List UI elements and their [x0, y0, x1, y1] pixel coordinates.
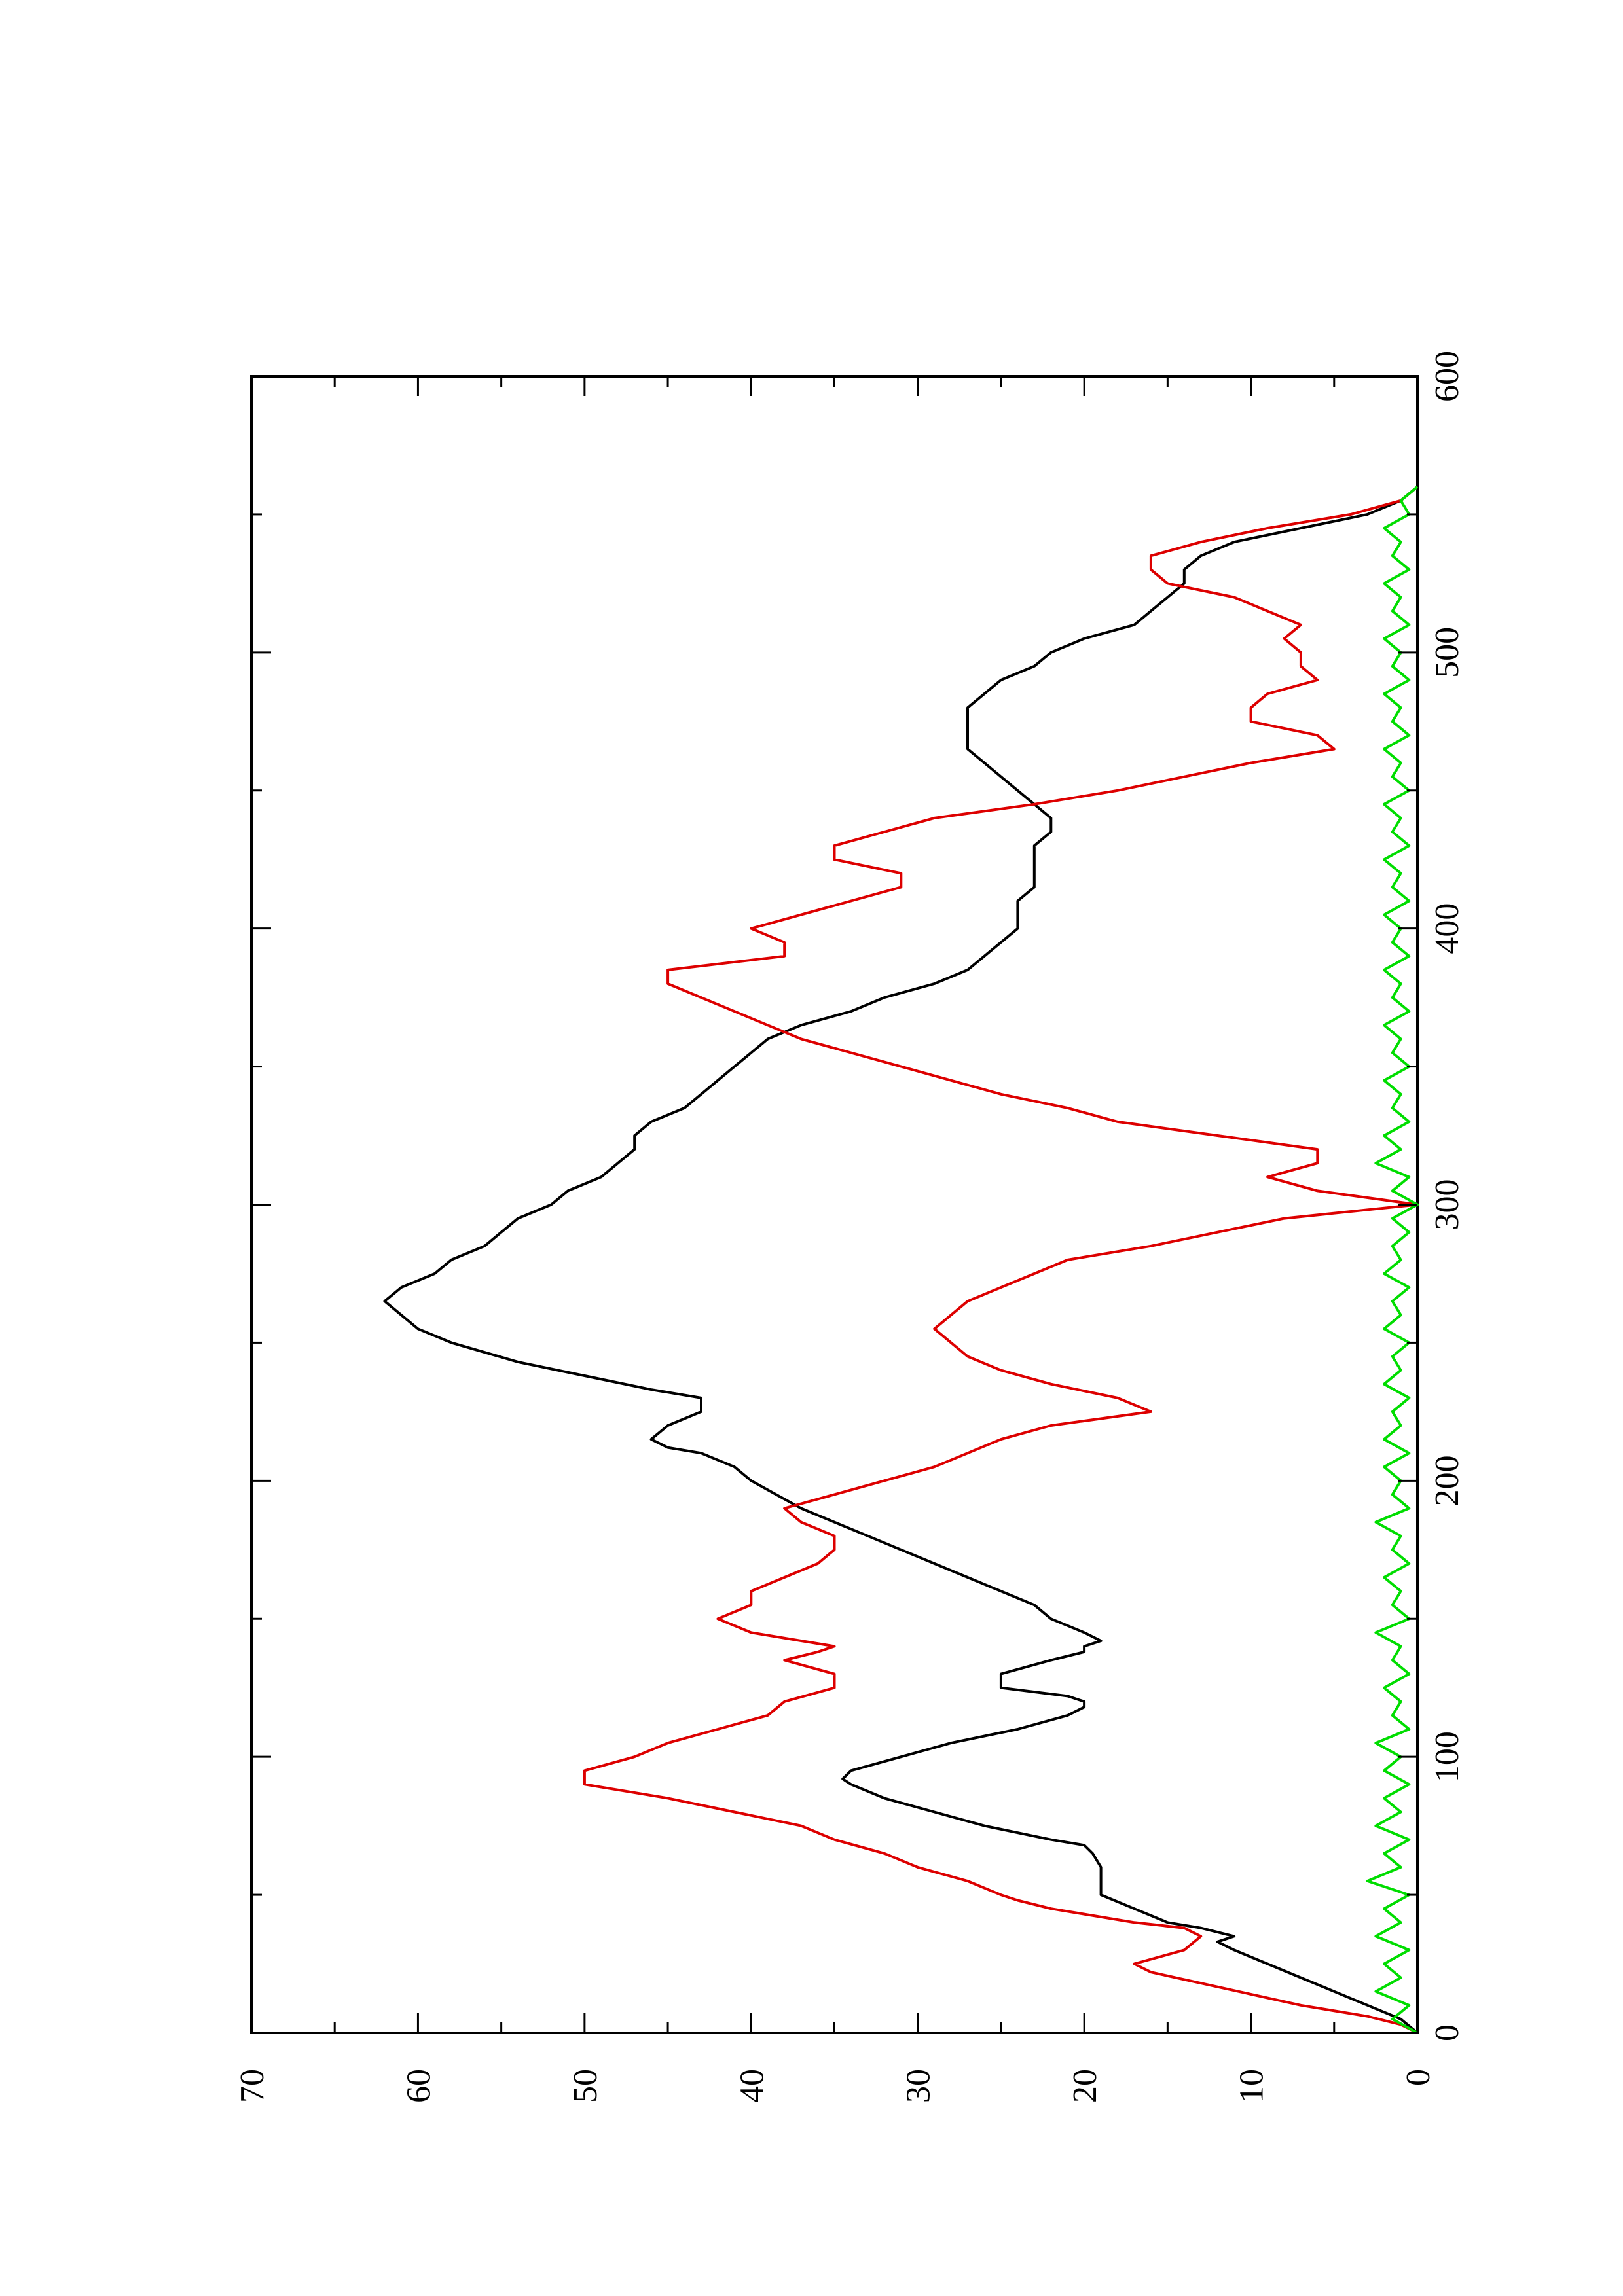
x-tick-label: 100 [1429, 1731, 1466, 1782]
x-tick-label: 500 [1429, 627, 1466, 678]
series-line-2 [583, 486, 1419, 2034]
y-tick-label: 70 [234, 2069, 271, 2103]
y-tick-label: 10 [1233, 2069, 1271, 2103]
x-tick-label: 300 [1429, 1179, 1466, 1230]
y-tick-label: 50 [567, 2069, 604, 2103]
tick-label-layer: 0 100 200 300 400 500 600 0 10 20 30 40 50 60 70 [234, 351, 1466, 2103]
x-tick-label: 400 [1429, 903, 1466, 954]
series-layer [383, 486, 1419, 2034]
plot-frame [250, 375, 1419, 2034]
x-tick-label: 200 [1429, 1455, 1466, 1506]
y-tick-label: 20 [1067, 2069, 1104, 2103]
y-tick-label: 60 [400, 2069, 437, 2103]
series-line-1 [383, 486, 1419, 2034]
y-tick-label: 30 [900, 2069, 938, 2103]
x-tick-label: 0 [1429, 2024, 1466, 2041]
y-tick-label: 40 [733, 2069, 771, 2103]
series-line-3 [1366, 486, 1419, 2034]
y-tick-label: 0 [1400, 2069, 1437, 2086]
x-tick-label: 600 [1429, 351, 1466, 402]
tick-layer [250, 375, 1419, 2034]
